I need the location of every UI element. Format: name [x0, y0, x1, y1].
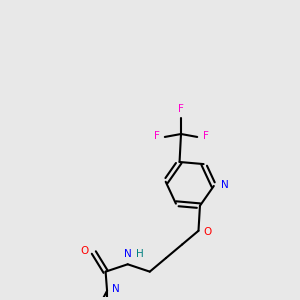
Text: N: N [112, 284, 120, 294]
Text: F: F [154, 131, 160, 141]
Text: F: F [178, 104, 184, 114]
Text: O: O [80, 246, 88, 256]
Text: F: F [202, 131, 208, 141]
Text: O: O [204, 227, 212, 237]
Text: N: N [124, 249, 132, 259]
Text: H: H [136, 249, 144, 259]
Text: N: N [221, 180, 229, 190]
